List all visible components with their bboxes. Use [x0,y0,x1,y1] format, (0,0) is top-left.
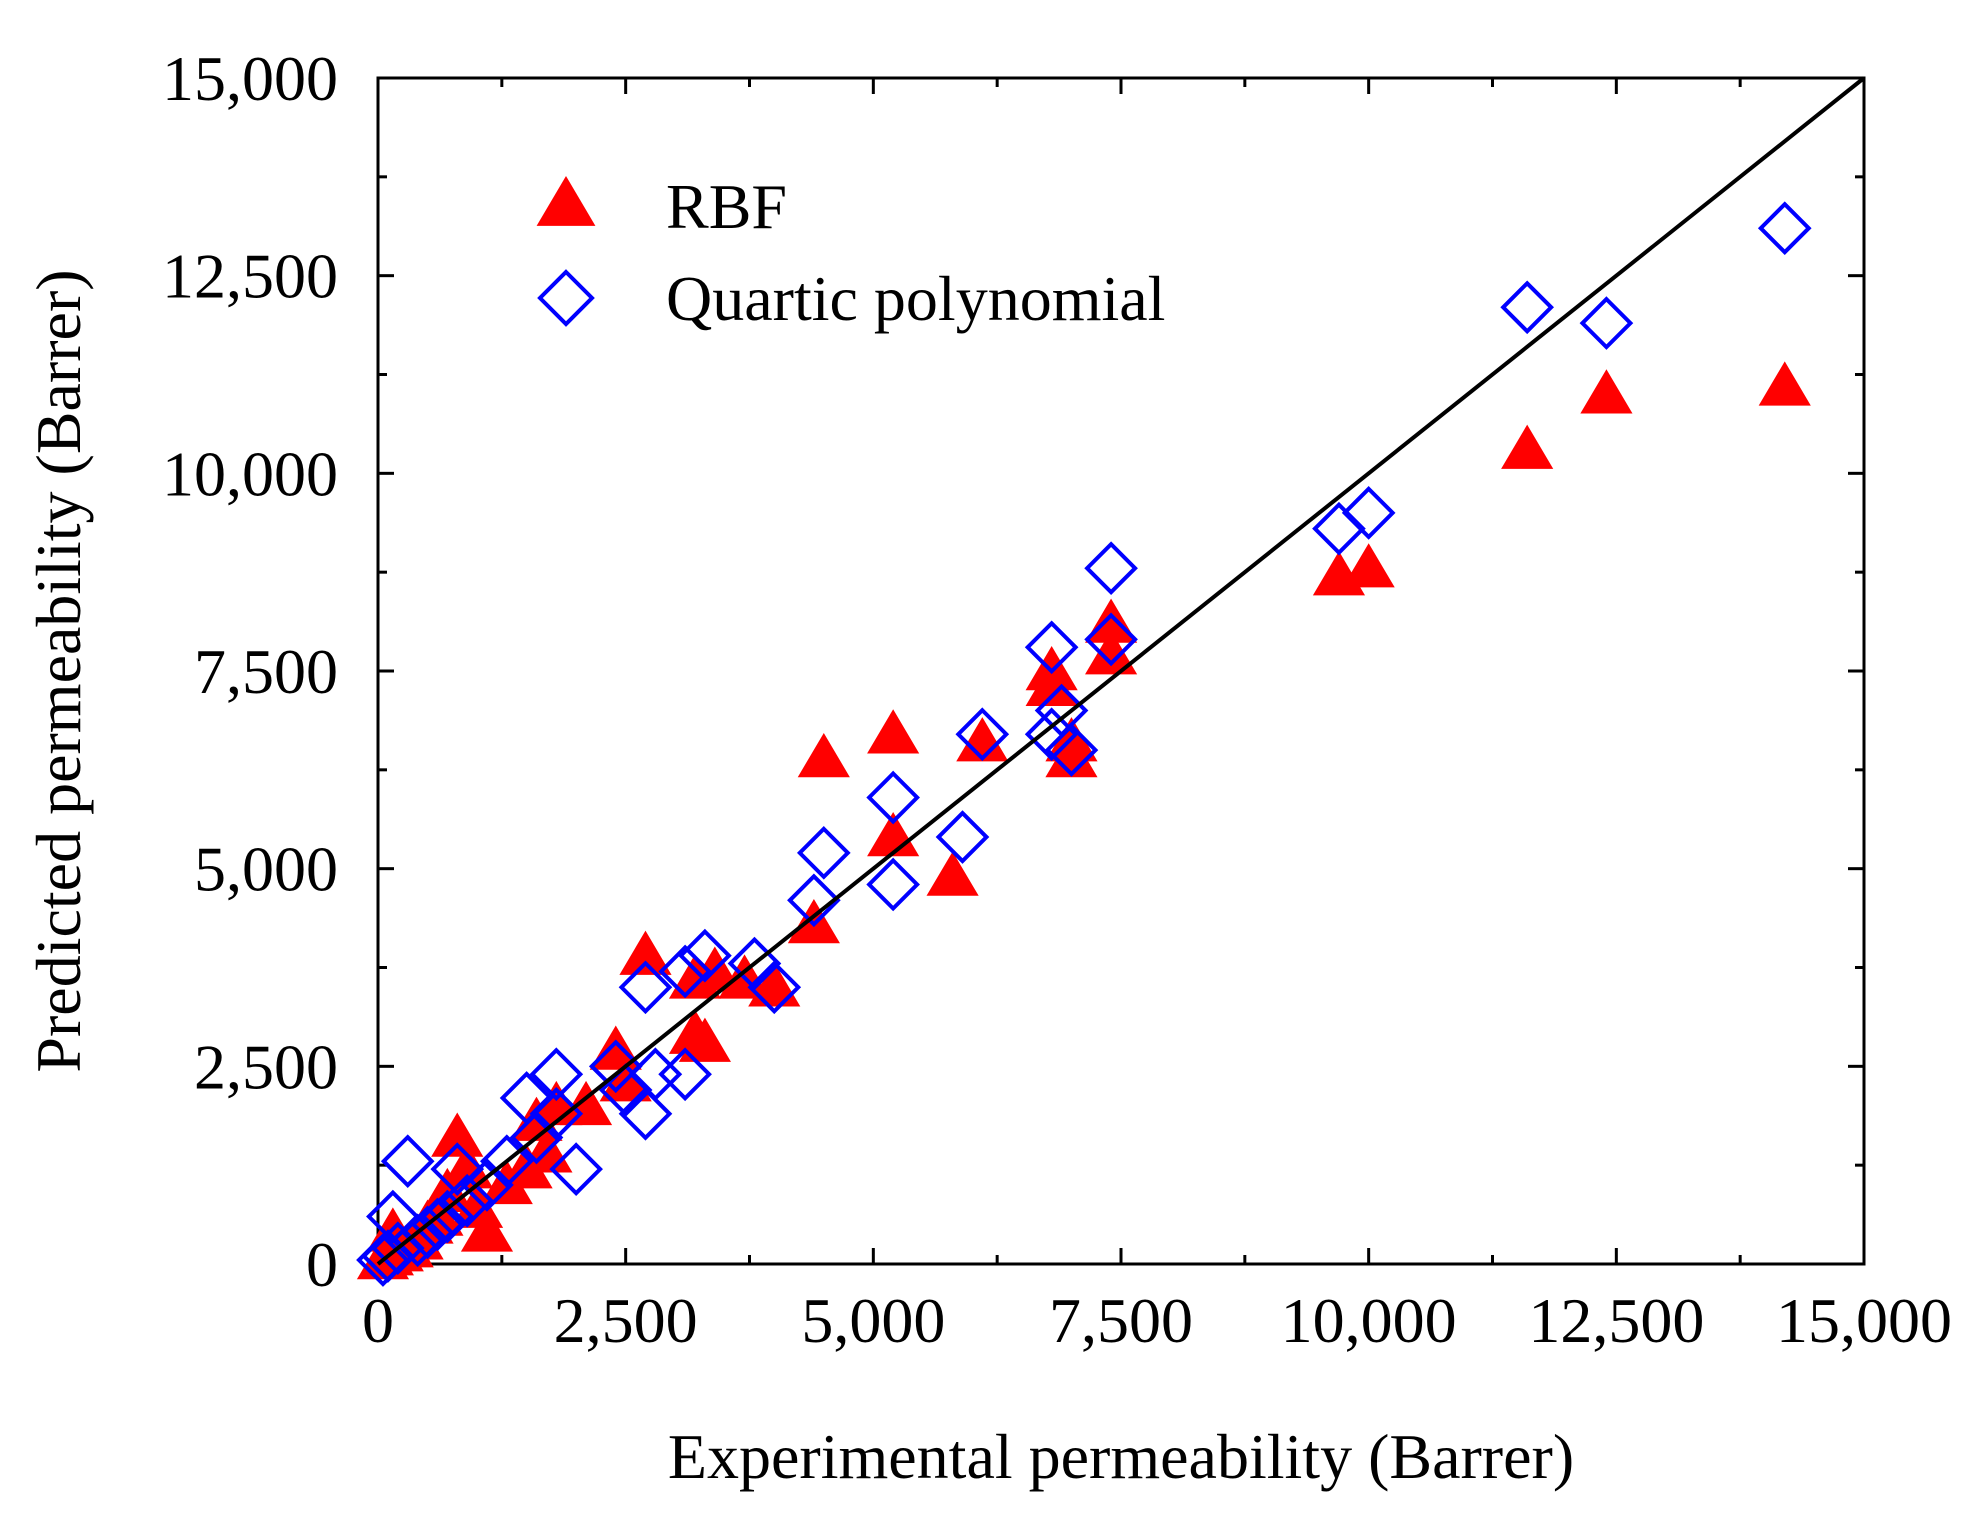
quartic-point [1312,501,1366,556]
x-tick-label: 15,000 [1776,1285,1952,1356]
quartic-point [366,1189,420,1244]
rbf-point [787,899,840,944]
quartic-point [430,1142,485,1196]
x-axis-title: Experimental permeability (Barrer) [668,1421,1574,1492]
y-tick-label: 7,500 [194,636,338,707]
quartic-point [618,1086,673,1141]
rbf-point [1312,551,1366,596]
quartic-point [509,1110,564,1165]
rbf-point [867,709,920,754]
x-tick-label: 7,500 [1049,1285,1193,1356]
quartic-point [479,1134,534,1189]
y-axis-title: Predicted permeability (Barrer) [23,269,94,1072]
quartic-point [866,770,920,825]
quartic-point [1341,486,1396,540]
rbf-point [1501,424,1554,469]
quartic-point [866,857,920,912]
rbf-point [1025,661,1078,707]
legend-quartic-label: Quartic polynomial [666,263,1165,334]
legend-rbf-marker [536,176,596,226]
quartic-point [440,1173,494,1228]
rbf-point [678,1017,731,1062]
rbf-point [1580,369,1633,414]
rbf-point [1342,543,1395,588]
quartic-point [356,1233,410,1287]
quartic-point [549,1142,603,1196]
quartic-point [588,1039,643,1094]
quartic-point [628,1047,683,1102]
x-tick-label: 2,500 [554,1285,698,1356]
quartic-point [529,1047,584,1102]
y-tick-label: 10,000 [162,438,338,509]
quartic-point [658,944,712,999]
quartic-point [1044,723,1099,777]
rbf-point [1758,361,1811,406]
data-points [356,76,1866,1287]
legend: RBF Quartic polynomial [536,171,1165,334]
quartic-point [1500,280,1555,335]
quartic-point [1084,612,1138,667]
x-tick-label: 12,500 [1528,1285,1704,1356]
legend-quartic-marker [537,269,595,327]
quartic-point [1579,296,1634,350]
axis-tick-labels: 0 2,500 5,000 7,500 10,000 12,500 15,000 0 2,500… [162,43,1952,1356]
y-tick-label: 15,000 [162,43,338,114]
quartic-point [1024,620,1079,675]
y-tick-label: 12,500 [162,241,338,312]
rbf-point [460,1207,514,1252]
quartic-point [618,960,673,1015]
rbf-point [748,962,801,1007]
legend-rbf-label: RBF [666,171,787,242]
quartic-point [796,826,851,880]
x-tick-label: 5,000 [801,1285,945,1356]
quartic-point [727,936,782,991]
quartic-point [380,1134,435,1189]
rbf-point [431,1112,484,1157]
identity-line [376,76,1866,1266]
axis-ticks [376,76,1866,1266]
y-tick-label: 0 [306,1229,338,1300]
quartic-point [1024,707,1079,762]
rbf-point [619,930,672,975]
quartic-point [529,1086,584,1141]
x-tick-label: 10,000 [1281,1285,1457,1356]
y-tick-label: 2,500 [194,1031,338,1102]
quartic-point [1084,541,1138,596]
quartic-point [787,873,841,928]
y-tick-label: 5,000 [194,834,338,905]
quartic-point [1757,201,1812,256]
rbf-point [797,732,850,778]
quartic-point [747,960,802,1015]
quartic-point [678,928,732,983]
x-tick-label: 0 [362,1285,394,1356]
rbf-point [926,851,979,896]
quartic-point [955,707,1010,762]
quartic-point [935,810,990,864]
rbf-point [589,1025,642,1070]
